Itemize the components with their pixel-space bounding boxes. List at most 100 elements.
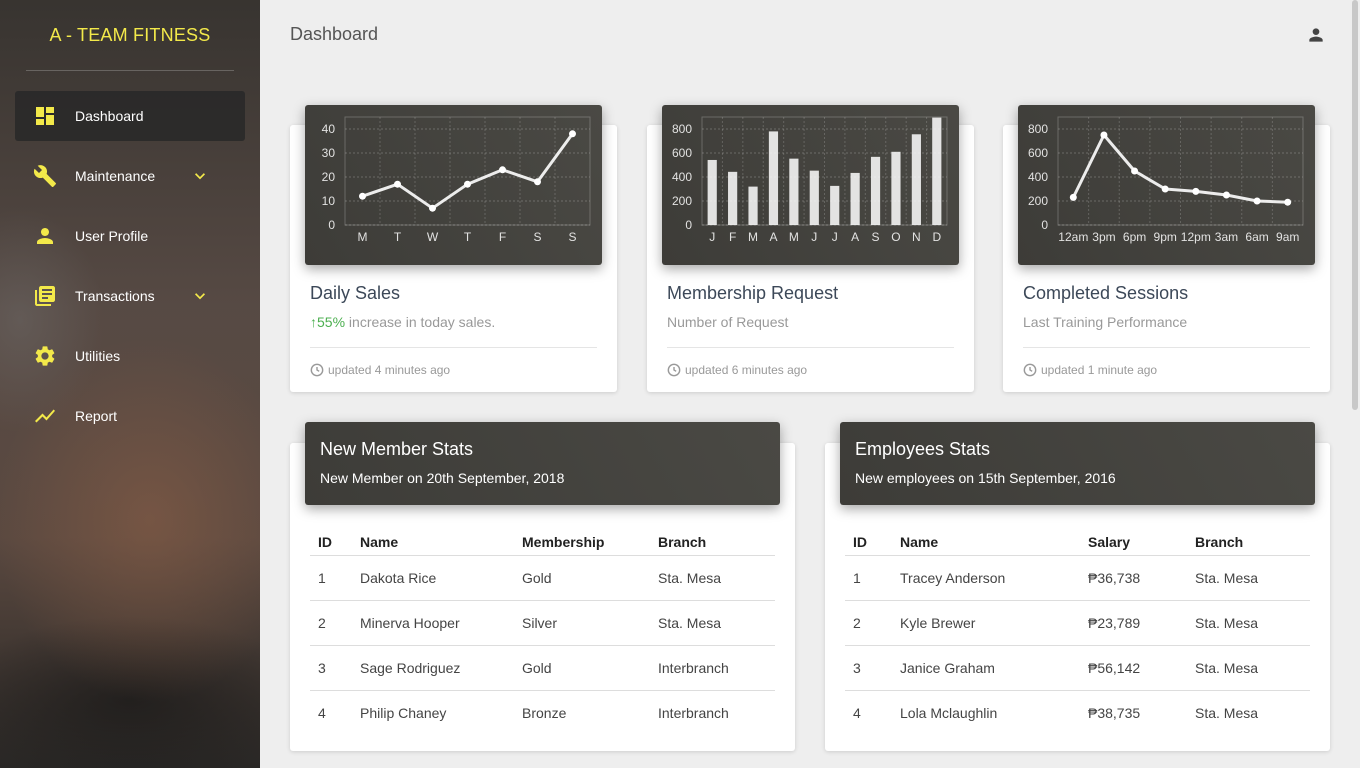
cell-id: 2 bbox=[845, 600, 892, 646]
page-scrollbar[interactable] bbox=[1352, 0, 1358, 410]
data-point bbox=[1100, 131, 1108, 139]
sidebar-item-label: Report bbox=[75, 408, 118, 424]
daily-sales-chart-svg: 0 10 20 30 40 M T W T F S S bbox=[322, 116, 591, 244]
sidebar-nav: Dashboard Maintenance User Profile Trans… bbox=[0, 91, 260, 441]
updated-text: updated 1 minute ago bbox=[1041, 363, 1158, 377]
card-divider bbox=[667, 347, 954, 348]
clock-icon bbox=[1023, 363, 1037, 377]
bar bbox=[809, 170, 819, 225]
clock-icon bbox=[310, 363, 324, 377]
data-point bbox=[1069, 193, 1077, 201]
column-header[interactable]: Salary bbox=[1080, 529, 1187, 556]
cell-branch: Interbranch bbox=[650, 645, 775, 691]
x-tick-label: J bbox=[709, 230, 715, 244]
data-point bbox=[1131, 167, 1139, 175]
brand-logo-text[interactable]: A - TEAM FITNESS bbox=[49, 24, 211, 45]
sidebar-item-report[interactable]: Report bbox=[15, 391, 245, 441]
sidebar-item-user-profile[interactable]: User Profile bbox=[15, 211, 245, 261]
table-row[interactable]: 3 Sage Rodriguez Gold Interbranch bbox=[310, 645, 775, 691]
plot-frame bbox=[344, 116, 591, 226]
cell-salary: ₱36,738 bbox=[1080, 555, 1187, 601]
x-tick-label: S bbox=[533, 230, 541, 244]
bar bbox=[768, 131, 779, 225]
table-card-title: Employees Stats bbox=[855, 439, 991, 459]
updated-text: updated 4 minutes ago bbox=[328, 363, 451, 377]
column-header[interactable]: Name bbox=[352, 529, 514, 556]
x-tick-label: O bbox=[891, 230, 900, 244]
y-tick-label: 600 bbox=[672, 146, 692, 160]
sidebar-item-label: Transactions bbox=[75, 288, 155, 304]
cell-membership: Bronze bbox=[522, 704, 567, 721]
x-tick-label: S bbox=[568, 230, 576, 244]
x-tick-label: F bbox=[499, 230, 506, 244]
cell-name: Janice Graham bbox=[892, 645, 1080, 691]
column-header[interactable]: Name bbox=[892, 529, 1080, 556]
x-tick-label: D bbox=[932, 230, 941, 244]
y-tick-label: 200 bbox=[1028, 194, 1048, 208]
cell-name: Tracey Anderson bbox=[892, 555, 1080, 601]
bar bbox=[932, 117, 942, 225]
cell-id: 4 bbox=[853, 704, 861, 721]
x-tick-label: J bbox=[832, 230, 838, 244]
new-member-table: ID Name Membership Branch 1 Dakota Rice … bbox=[310, 529, 775, 735]
person-icon bbox=[33, 224, 57, 248]
cell-membership: Gold bbox=[514, 645, 650, 691]
x-tick-label: J bbox=[811, 230, 817, 244]
sidebar-item-maintenance[interactable]: Maintenance bbox=[15, 151, 245, 201]
sidebar-item-dashboard[interactable]: Dashboard bbox=[15, 91, 245, 141]
cell-id: 2 bbox=[310, 600, 352, 646]
x-tick-label: W bbox=[427, 230, 439, 244]
bar bbox=[891, 151, 901, 225]
bar bbox=[728, 171, 738, 225]
x-tick-label: N bbox=[912, 230, 921, 244]
column-header[interactable]: ID bbox=[310, 529, 352, 556]
x-tick-label: 6pm bbox=[1123, 230, 1146, 244]
bar bbox=[850, 172, 860, 225]
column-header[interactable]: Branch bbox=[1187, 529, 1310, 556]
card-divider bbox=[1023, 347, 1310, 348]
completed-sessions-chart: 0 200 400 600 800 12am 3pm 6pm 9pm 12pm 3am 6am 9am bbox=[1018, 105, 1315, 265]
library-books-icon bbox=[33, 284, 57, 308]
table-card-title: New Member Stats bbox=[320, 439, 474, 459]
cell-branch: Sta. Mesa bbox=[1195, 704, 1259, 721]
card-footer: updated 4 minutes ago bbox=[310, 363, 450, 377]
cell-id: 3 bbox=[845, 645, 892, 691]
y-tick-label: 0 bbox=[328, 218, 335, 232]
sidebar-item-label: Maintenance bbox=[75, 168, 156, 184]
y-tick-label: 0 bbox=[1041, 218, 1048, 232]
cell-membership: Gold bbox=[514, 555, 650, 601]
account-icon[interactable] bbox=[1306, 25, 1326, 45]
card-subtitle: Last Training Performance bbox=[1023, 314, 1188, 330]
x-tick-label: M bbox=[789, 230, 799, 244]
table-card-header: New Member Stats New Member on 20th Sept… bbox=[305, 422, 780, 505]
x-tick-label: 12pm bbox=[1181, 230, 1211, 244]
cell-id: 3 bbox=[310, 645, 352, 691]
completed-sessions-card: 0 200 400 600 800 12am 3pm 6pm 9pm 12pm 3am 6am 9am … bbox=[1003, 105, 1330, 392]
table-row[interactable]: 3 Janice Graham ₱56,142 Sta. Mesa bbox=[845, 645, 1310, 691]
table-row[interactable]: 2 Minerva Hooper Silver Sta. Mesa bbox=[310, 600, 775, 646]
chevron-down-icon[interactable] bbox=[190, 286, 210, 306]
sidebar-item-transactions[interactable]: Transactions bbox=[15, 271, 245, 321]
x-tick-label: 9am bbox=[1276, 230, 1299, 244]
bar bbox=[789, 158, 799, 225]
column-header[interactable]: ID bbox=[845, 529, 892, 556]
x-tick-label: 12am bbox=[1058, 230, 1088, 244]
table-header-row: ID Name Salary Branch bbox=[845, 529, 1310, 556]
sidebar-item-utilities[interactable]: Utilities bbox=[15, 331, 245, 381]
data-point bbox=[464, 180, 471, 188]
column-header[interactable]: Membership bbox=[514, 529, 650, 556]
table-row[interactable]: 4 Lola Mclaughlin ₱38,735 Sta. Mesa bbox=[845, 690, 1310, 735]
card-subtitle-text: increase in today sales. bbox=[345, 314, 496, 330]
cell-membership: Silver bbox=[514, 600, 650, 646]
column-header[interactable]: Branch bbox=[650, 529, 775, 556]
y-tick-label: 800 bbox=[1028, 122, 1048, 136]
table-row[interactable]: 4 Philip Chaney Bronze Interbranch bbox=[310, 690, 775, 735]
trending-icon bbox=[33, 404, 57, 428]
data-point bbox=[1161, 185, 1169, 193]
cell-salary: ₱56,142 bbox=[1080, 645, 1187, 691]
updated-text: updated 6 minutes ago bbox=[685, 363, 808, 377]
table-row[interactable]: 1 Tracey Anderson ₱36,738 Sta. Mesa bbox=[845, 555, 1310, 601]
table-row[interactable]: 2 Kyle Brewer ₱23,789 Sta. Mesa bbox=[845, 600, 1310, 646]
table-row[interactable]: 1 Dakota Rice Gold Sta. Mesa bbox=[310, 555, 775, 601]
chevron-down-icon[interactable] bbox=[190, 166, 210, 186]
